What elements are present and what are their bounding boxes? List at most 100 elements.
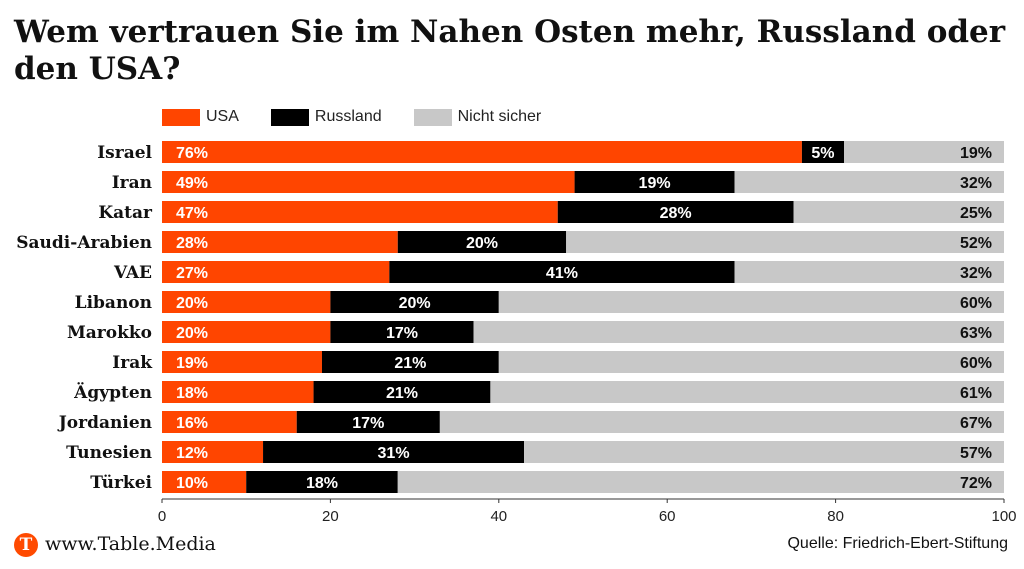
bar-nicht-sicher-israel xyxy=(844,141,1004,163)
x-tick-label-40: 40 xyxy=(490,508,507,525)
category-label-tunesien: Tunesien xyxy=(66,443,152,463)
bar-russland-ägypten xyxy=(313,381,491,403)
category-label-marokko: Marokko xyxy=(67,323,152,343)
bar-usa-türkei xyxy=(162,471,247,493)
bar-russland-jordanien xyxy=(296,411,440,433)
data-label-nicht-sicher-tunesien: 57% xyxy=(960,445,992,462)
data-label-russland-katar: 28% xyxy=(660,205,692,222)
data-label-usa-iran: 49% xyxy=(176,175,208,192)
bar-nicht-sicher-türkei xyxy=(397,471,1004,493)
bar-nicht-sicher-katar xyxy=(793,201,1004,223)
bar-chart: Israel 76% 5% 19% Iran 49% 19% 32% Katar 47% 28% 25… xyxy=(16,141,1017,525)
category-label-iran: Iran xyxy=(112,173,152,193)
data-label-usa-marokko: 20% xyxy=(176,325,208,342)
data-label-russland-iran: 19% xyxy=(639,175,671,192)
category-label-irak: Irak xyxy=(112,353,153,373)
data-label-usa-saudi-arabien: 28% xyxy=(176,235,208,252)
legend-item-usa: USA xyxy=(162,108,239,126)
bar-usa-saudi-arabien xyxy=(162,231,398,253)
bar-usa-tunesien xyxy=(162,441,264,463)
bar-usa-jordanien xyxy=(162,411,297,433)
bar-russland-türkei xyxy=(246,471,398,493)
x-tick-label-100: 100 xyxy=(991,508,1016,525)
data-label-russland-libanon: 20% xyxy=(399,295,431,312)
data-label-russland-irak: 21% xyxy=(394,355,426,372)
bar-nicht-sicher-saudi-arabien xyxy=(566,231,1004,253)
bar-usa-marokko xyxy=(162,321,331,343)
footer-source: Quelle: Friedrich-Ebert-Stiftung xyxy=(787,535,1008,552)
category-label-katar: Katar xyxy=(98,203,153,223)
data-label-usa-libanon: 20% xyxy=(176,295,208,312)
bar-russland-libanon xyxy=(330,291,499,313)
bar-nicht-sicher-irak xyxy=(498,351,1004,373)
bar-usa-israel xyxy=(162,141,802,163)
data-label-russland-israel: 5% xyxy=(811,145,834,162)
data-label-nicht-sicher-katar: 25% xyxy=(960,205,992,222)
legend-label-russland: Russland xyxy=(314,108,382,125)
bar-russland-irak xyxy=(321,351,499,373)
data-label-usa-türkei: 10% xyxy=(176,475,208,492)
data-label-usa-ägypten: 18% xyxy=(176,385,208,402)
data-label-russland-saudi-arabien: 20% xyxy=(466,235,498,252)
x-tick-label-60: 60 xyxy=(659,508,676,525)
legend-item-nicht-sicher: Nicht sicher xyxy=(413,108,542,126)
data-label-nicht-sicher-vae: 32% xyxy=(960,265,992,282)
category-label-saudi-arabien: Saudi-Arabien xyxy=(16,233,152,253)
bar-nicht-sicher-jordanien xyxy=(439,411,1004,433)
bar-nicht-sicher-libanon xyxy=(498,291,1004,313)
legend-swatch-russland xyxy=(270,108,309,126)
data-label-russland-ägypten: 21% xyxy=(386,385,418,402)
bar-russland-vae xyxy=(389,261,735,283)
bar-russland-iran xyxy=(574,171,735,193)
data-label-nicht-sicher-jordanien: 67% xyxy=(960,415,992,432)
legend-label-usa: USA xyxy=(206,108,239,125)
bar-nicht-sicher-vae xyxy=(734,261,1004,283)
bar-russland-israel xyxy=(801,141,845,163)
legend-swatch-usa xyxy=(162,108,200,126)
category-label-jordanien: Jordanien xyxy=(57,413,152,433)
data-label-nicht-sicher-türkei: 72% xyxy=(960,475,992,492)
data-label-nicht-sicher-iran: 32% xyxy=(960,175,992,192)
data-label-usa-jordanien: 16% xyxy=(176,415,208,432)
category-label-israel: Israel xyxy=(97,143,152,163)
x-tick-label-20: 20 xyxy=(322,508,339,525)
bar-russland-saudi-arabien xyxy=(397,231,567,253)
data-label-usa-israel: 76% xyxy=(176,145,208,162)
bar-nicht-sicher-marokko xyxy=(473,321,1004,343)
data-label-russland-vae: 41% xyxy=(546,265,578,282)
data-label-russland-jordanien: 17% xyxy=(352,415,384,432)
data-label-nicht-sicher-irak: 60% xyxy=(960,355,992,372)
legend-item-russland: Russland xyxy=(270,108,382,126)
data-label-nicht-sicher-libanon: 60% xyxy=(960,295,992,312)
category-label-türkei: Türkei xyxy=(90,473,152,493)
bar-usa-libanon xyxy=(162,291,331,313)
data-label-usa-tunesien: 12% xyxy=(176,445,208,462)
bar-usa-katar xyxy=(162,201,558,223)
legend: USA Russland Nicht sicher xyxy=(162,106,573,128)
legend-swatch-nicht-sicher xyxy=(413,108,452,126)
data-label-russland-tunesien: 31% xyxy=(378,445,410,462)
table-media-logo: T xyxy=(14,533,38,557)
bar-usa-vae xyxy=(162,261,390,283)
category-label-vae: VAE xyxy=(113,263,152,283)
x-tick-label-80: 80 xyxy=(827,508,844,525)
data-label-usa-vae: 27% xyxy=(176,265,208,282)
data-label-russland-türkei: 18% xyxy=(306,475,338,492)
data-label-nicht-sicher-ägypten: 61% xyxy=(960,385,992,402)
bar-nicht-sicher-ägypten xyxy=(490,381,1004,403)
bar-russland-tunesien xyxy=(263,441,525,463)
data-label-usa-katar: 47% xyxy=(176,205,208,222)
legend-label-nicht-sicher: Nicht sicher xyxy=(457,108,542,125)
chart-title: Wem vertrauen Sie im Nahen Osten mehr, R… xyxy=(14,14,1006,87)
bar-russland-marokko xyxy=(330,321,474,343)
bar-russland-katar xyxy=(557,201,794,223)
data-label-nicht-sicher-marokko: 63% xyxy=(960,325,992,342)
bar-usa-ägypten xyxy=(162,381,314,403)
category-label-ägypten: Ägypten xyxy=(73,382,152,403)
x-tick-label-0: 0 xyxy=(158,508,166,525)
data-label-russland-marokko: 17% xyxy=(386,325,418,342)
footer-site: www.Table.Media xyxy=(45,533,216,555)
bar-usa-irak xyxy=(162,351,322,373)
bar-nicht-sicher-tunesien xyxy=(524,441,1004,463)
data-label-nicht-sicher-saudi-arabien: 52% xyxy=(960,235,992,252)
